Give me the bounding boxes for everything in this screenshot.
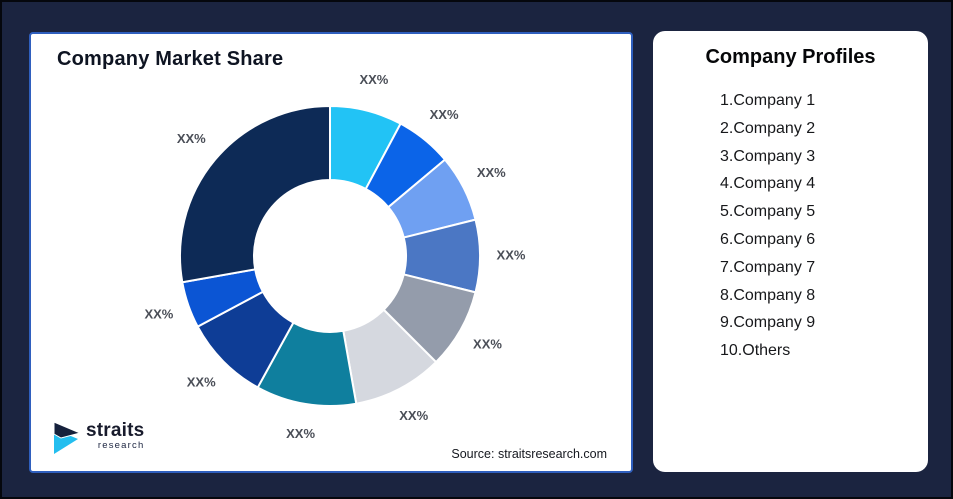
segment-label: XX% — [399, 408, 428, 423]
list-item: 7.Company 7 — [720, 258, 816, 276]
segment-label: XX% — [430, 107, 459, 122]
profiles-title: Company Profiles — [705, 46, 876, 68]
list-item: 1.Company 1 — [720, 92, 816, 109]
segment-label: XX% — [187, 375, 216, 390]
segment-label: XX% — [359, 72, 388, 87]
logo-text: straits research — [86, 421, 144, 451]
company-list: 1.Company 1 2.Company 2 3.Company 3 4.Compa… — [653, 87, 928, 365]
source-note: Source: straitsresearch.com — [451, 447, 607, 461]
segment-label: XX% — [473, 337, 502, 352]
straits-research-logo: straits research — [51, 421, 144, 455]
list-item: 8.Company 8 — [720, 286, 816, 304]
segment-label: XX% — [497, 247, 526, 262]
segment-label: XX% — [144, 307, 173, 322]
chart-title: Company Market Share — [57, 48, 284, 70]
list-item: 6.Company 6 — [720, 230, 816, 248]
list-item: 4.Company 4 — [720, 175, 816, 193]
company-profiles-card: Company Profiles 1.Company 1 2.Company 2 3… — [653, 31, 928, 472]
logo-name: straits — [86, 420, 145, 441]
list-item: 2.Company 2 — [720, 119, 816, 137]
list-item: 9.Company 9 — [720, 314, 816, 332]
segment-label: XX% — [177, 131, 206, 146]
donut-segment-10 — [179, 104, 331, 284]
segment-label: XX% — [477, 165, 506, 180]
list-item: 3.Company 3 — [720, 147, 816, 165]
straits-logo-icon — [53, 421, 82, 454]
list-item: 5.Company 5 — [720, 203, 816, 221]
donut-chart: XX% XX% XX% XX% XX% XX% XX% XX% XX% XX% — [144, 72, 526, 441]
segment-label: XX% — [286, 426, 315, 441]
market-share-card: XX% XX% XX% XX% XX% XX% XX% XX% XX% XX% Company M… — [29, 32, 633, 473]
logo-subtitle: research — [97, 440, 145, 451]
list-item: 10.Others — [720, 342, 791, 360]
